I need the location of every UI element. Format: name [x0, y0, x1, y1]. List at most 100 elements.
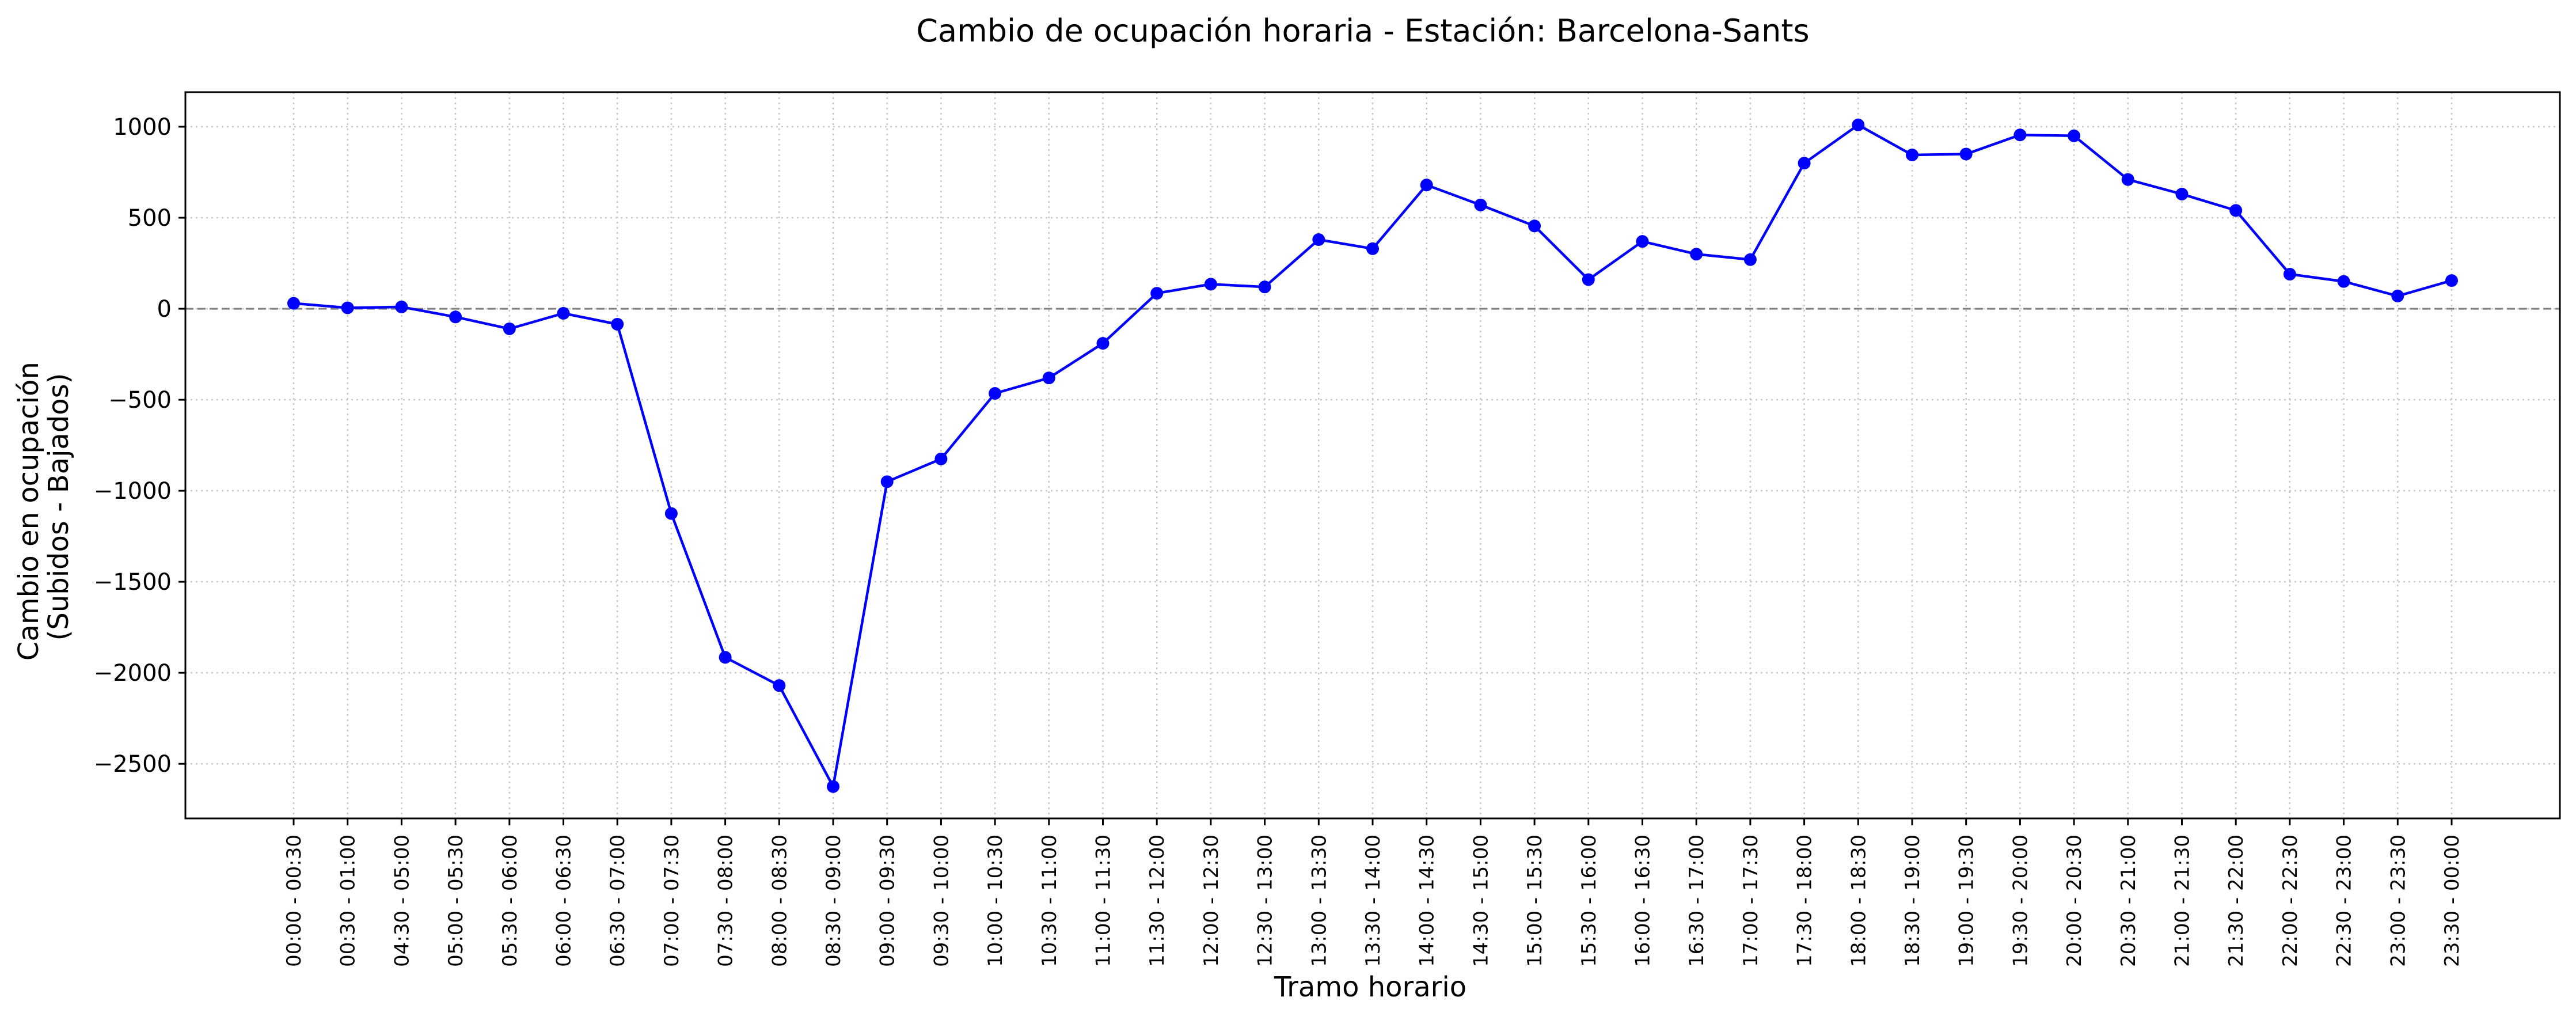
x-tick-label: 16:30 - 17:00 — [1685, 835, 1708, 967]
data-point — [989, 387, 1002, 400]
y-tick-label: −1500 — [94, 569, 172, 596]
y-tick-label: 0 — [157, 296, 172, 323]
data-point — [2013, 128, 2027, 142]
x-tick-label: 19:00 - 19:30 — [1955, 835, 1978, 967]
x-tick-label: 13:00 - 13:30 — [1308, 835, 1331, 967]
data-point — [664, 507, 678, 520]
data-point — [2121, 173, 2134, 186]
x-tick-label: 15:30 - 16:00 — [1578, 835, 1601, 967]
data-point — [2175, 187, 2189, 200]
data-point — [1366, 242, 1379, 255]
y-tick-label: −1000 — [94, 478, 172, 505]
series-group — [287, 118, 2458, 793]
x-tick-label: 06:00 - 06:30 — [553, 835, 576, 967]
x-tick-label: 10:30 - 11:00 — [1038, 835, 1061, 967]
data-point — [1798, 157, 1811, 170]
x-tick-label: 19:30 - 20:00 — [2009, 835, 2032, 967]
data-point — [611, 317, 624, 331]
y-axis-label: Cambio en ocupación (Subidos - Bajados) — [13, 353, 75, 661]
x-tick-label: 08:30 - 09:00 — [822, 835, 845, 967]
data-point — [1258, 280, 1271, 294]
x-tick-label: 20:00 - 20:30 — [2063, 835, 2086, 967]
x-tick-label: 07:00 - 07:30 — [660, 835, 683, 967]
data-point — [395, 300, 408, 313]
data-point — [2229, 204, 2243, 217]
x-tick-label: 18:00 - 18:30 — [1847, 835, 1870, 967]
x-tick-label: 05:30 - 06:00 — [499, 835, 522, 967]
data-point — [719, 651, 732, 664]
x-tick-label: 11:00 - 11:30 — [1092, 835, 1115, 967]
x-tick-label: 14:00 - 14:30 — [1416, 835, 1439, 967]
x-tick-label: 22:30 - 23:00 — [2333, 835, 2356, 967]
x-tick-label: 11:30 - 12:00 — [1146, 835, 1169, 967]
x-tick-label: 13:30 - 14:00 — [1362, 835, 1385, 967]
y-tick-label: −500 — [108, 387, 172, 414]
x-tick-label: 00:30 - 01:00 — [337, 835, 360, 967]
x-tick-label: 21:30 - 22:00 — [2225, 835, 2248, 967]
x-tick-label: 23:00 - 23:30 — [2387, 835, 2410, 967]
x-tick-label: 18:30 - 19:00 — [1901, 835, 1924, 967]
data-point — [880, 475, 894, 488]
data-point — [1906, 149, 1918, 162]
data-point — [1582, 273, 1595, 286]
data-point — [1852, 118, 1865, 131]
x-tick-label: 16:00 - 16:30 — [1632, 835, 1655, 967]
x-tick-label: 22:00 - 22:30 — [2279, 835, 2302, 967]
x-axis-ticks: 00:00 - 00:30 00:30 - 01:00 04:30 - 05:00 0… — [283, 818, 2464, 967]
data-point — [503, 322, 516, 335]
data-point — [1474, 198, 1487, 211]
data-point — [773, 679, 786, 692]
x-tick-label: 09:00 - 09:30 — [876, 835, 899, 967]
x-tick-label: 23:30 - 00:00 — [2441, 835, 2464, 967]
x-tick-label: 21:00 - 21:30 — [2171, 835, 2194, 967]
data-point — [1204, 278, 1217, 291]
data-point — [2445, 274, 2458, 287]
x-axis-label: Tramo horario — [1274, 971, 1466, 1003]
data-point — [1528, 219, 1541, 233]
y-tick-label: 1000 — [113, 114, 172, 141]
data-point — [934, 452, 948, 465]
x-tick-label: 12:30 - 13:00 — [1254, 835, 1277, 967]
data-point — [1150, 287, 1164, 300]
x-tick-label: 17:00 - 17:30 — [1739, 835, 1762, 967]
y-tick-label: −2000 — [94, 660, 172, 687]
data-point — [1312, 233, 1325, 246]
y-axis-label-line-2: (Subidos - Bajados) — [43, 373, 75, 641]
x-tick-label: 14:30 - 15:00 — [1469, 835, 1492, 967]
y-axis-label-line-1: Cambio en ocupación — [13, 362, 45, 661]
x-tick-label: 08:00 - 08:30 — [768, 835, 791, 967]
y-tick-label: 500 — [128, 205, 172, 232]
data-point — [557, 306, 570, 320]
x-tick-label: 09:30 - 10:00 — [930, 835, 953, 967]
x-tick-label: 05:00 - 05:30 — [444, 835, 468, 967]
x-tick-label: 17:30 - 18:00 — [1794, 835, 1817, 967]
data-point — [1420, 179, 1433, 192]
x-tick-label: 15:00 - 15:30 — [1523, 835, 1547, 967]
data-point — [2337, 275, 2350, 288]
x-tick-label: 12:00 - 12:30 — [1200, 835, 1223, 967]
y-tick-label: −2500 — [94, 751, 172, 778]
data-point — [2068, 129, 2081, 142]
x-tick-label: 06:30 - 07:00 — [606, 835, 629, 967]
data-point — [1959, 147, 1973, 161]
data-point — [341, 301, 354, 314]
data-point — [287, 297, 300, 310]
data-point — [449, 310, 462, 324]
data-point — [1636, 235, 1649, 248]
y-axis-ticks: 1000 500 0 −500 −1000 −1500 −2000 −2500 — [94, 114, 185, 778]
data-point — [2391, 289, 2404, 302]
data-point — [1690, 248, 1703, 261]
x-tick-label: 07:30 - 08:00 — [715, 835, 738, 967]
x-tick-label: 00:00 - 00:30 — [283, 835, 306, 967]
data-point — [827, 780, 839, 793]
chart-title: Cambio de ocupación horaria - Estación: … — [916, 13, 1809, 49]
data-point — [1042, 371, 1055, 385]
x-tick-label: 04:30 - 05:00 — [390, 835, 413, 967]
data-point — [2283, 268, 2296, 281]
x-tick-label: 10:00 - 10:30 — [984, 835, 1007, 967]
data-point — [1096, 337, 1110, 350]
x-tick-label: 20:30 - 21:00 — [2117, 835, 2140, 967]
data-point — [1743, 253, 1757, 266]
